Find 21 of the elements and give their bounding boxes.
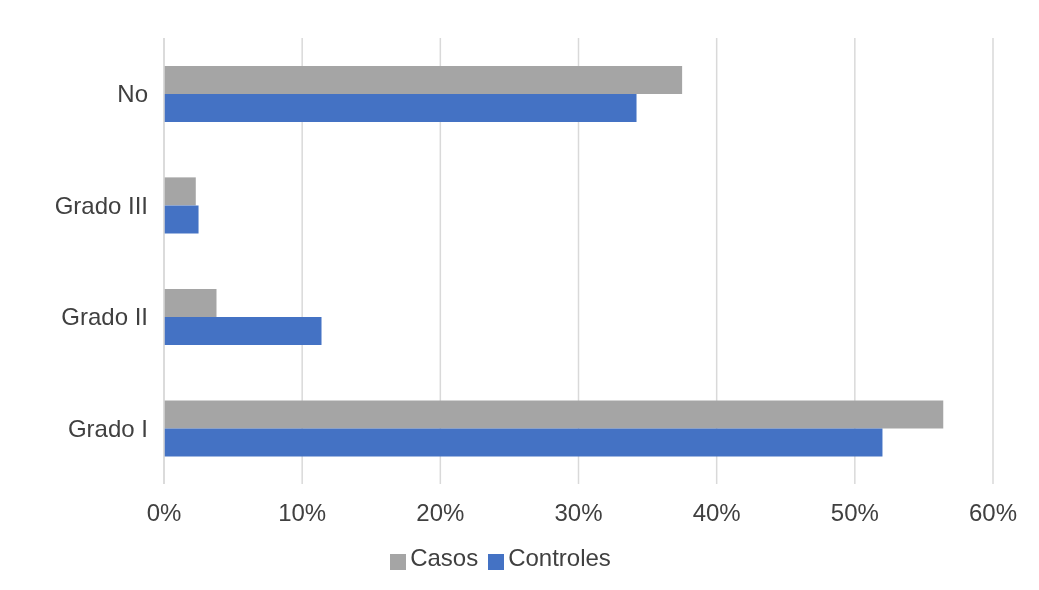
y-tick-label: Grado II	[61, 303, 148, 331]
bar	[164, 400, 944, 429]
x-tick-label: 0%	[146, 499, 182, 527]
bar	[164, 177, 196, 206]
x-tick-label: 50%	[830, 499, 879, 527]
x-tick-label: 10%	[278, 499, 327, 527]
bar	[164, 205, 199, 234]
legend-label: Casos	[410, 544, 479, 571]
x-tick-label: 40%	[692, 499, 741, 527]
bar	[164, 428, 883, 457]
x-tick-label: 30%	[554, 499, 603, 527]
bar	[164, 65, 683, 94]
y-tick-label: Grado III	[54, 191, 148, 219]
bar	[164, 93, 637, 122]
bar	[164, 288, 217, 317]
x-tick-label: 20%	[416, 499, 465, 527]
y-tick-label: Grado I	[67, 414, 148, 442]
x-tick-label: 60%	[968, 499, 1018, 527]
y-tick-label: No	[117, 80, 148, 108]
legend-label: Controles	[508, 544, 611, 571]
bar	[164, 316, 322, 345]
